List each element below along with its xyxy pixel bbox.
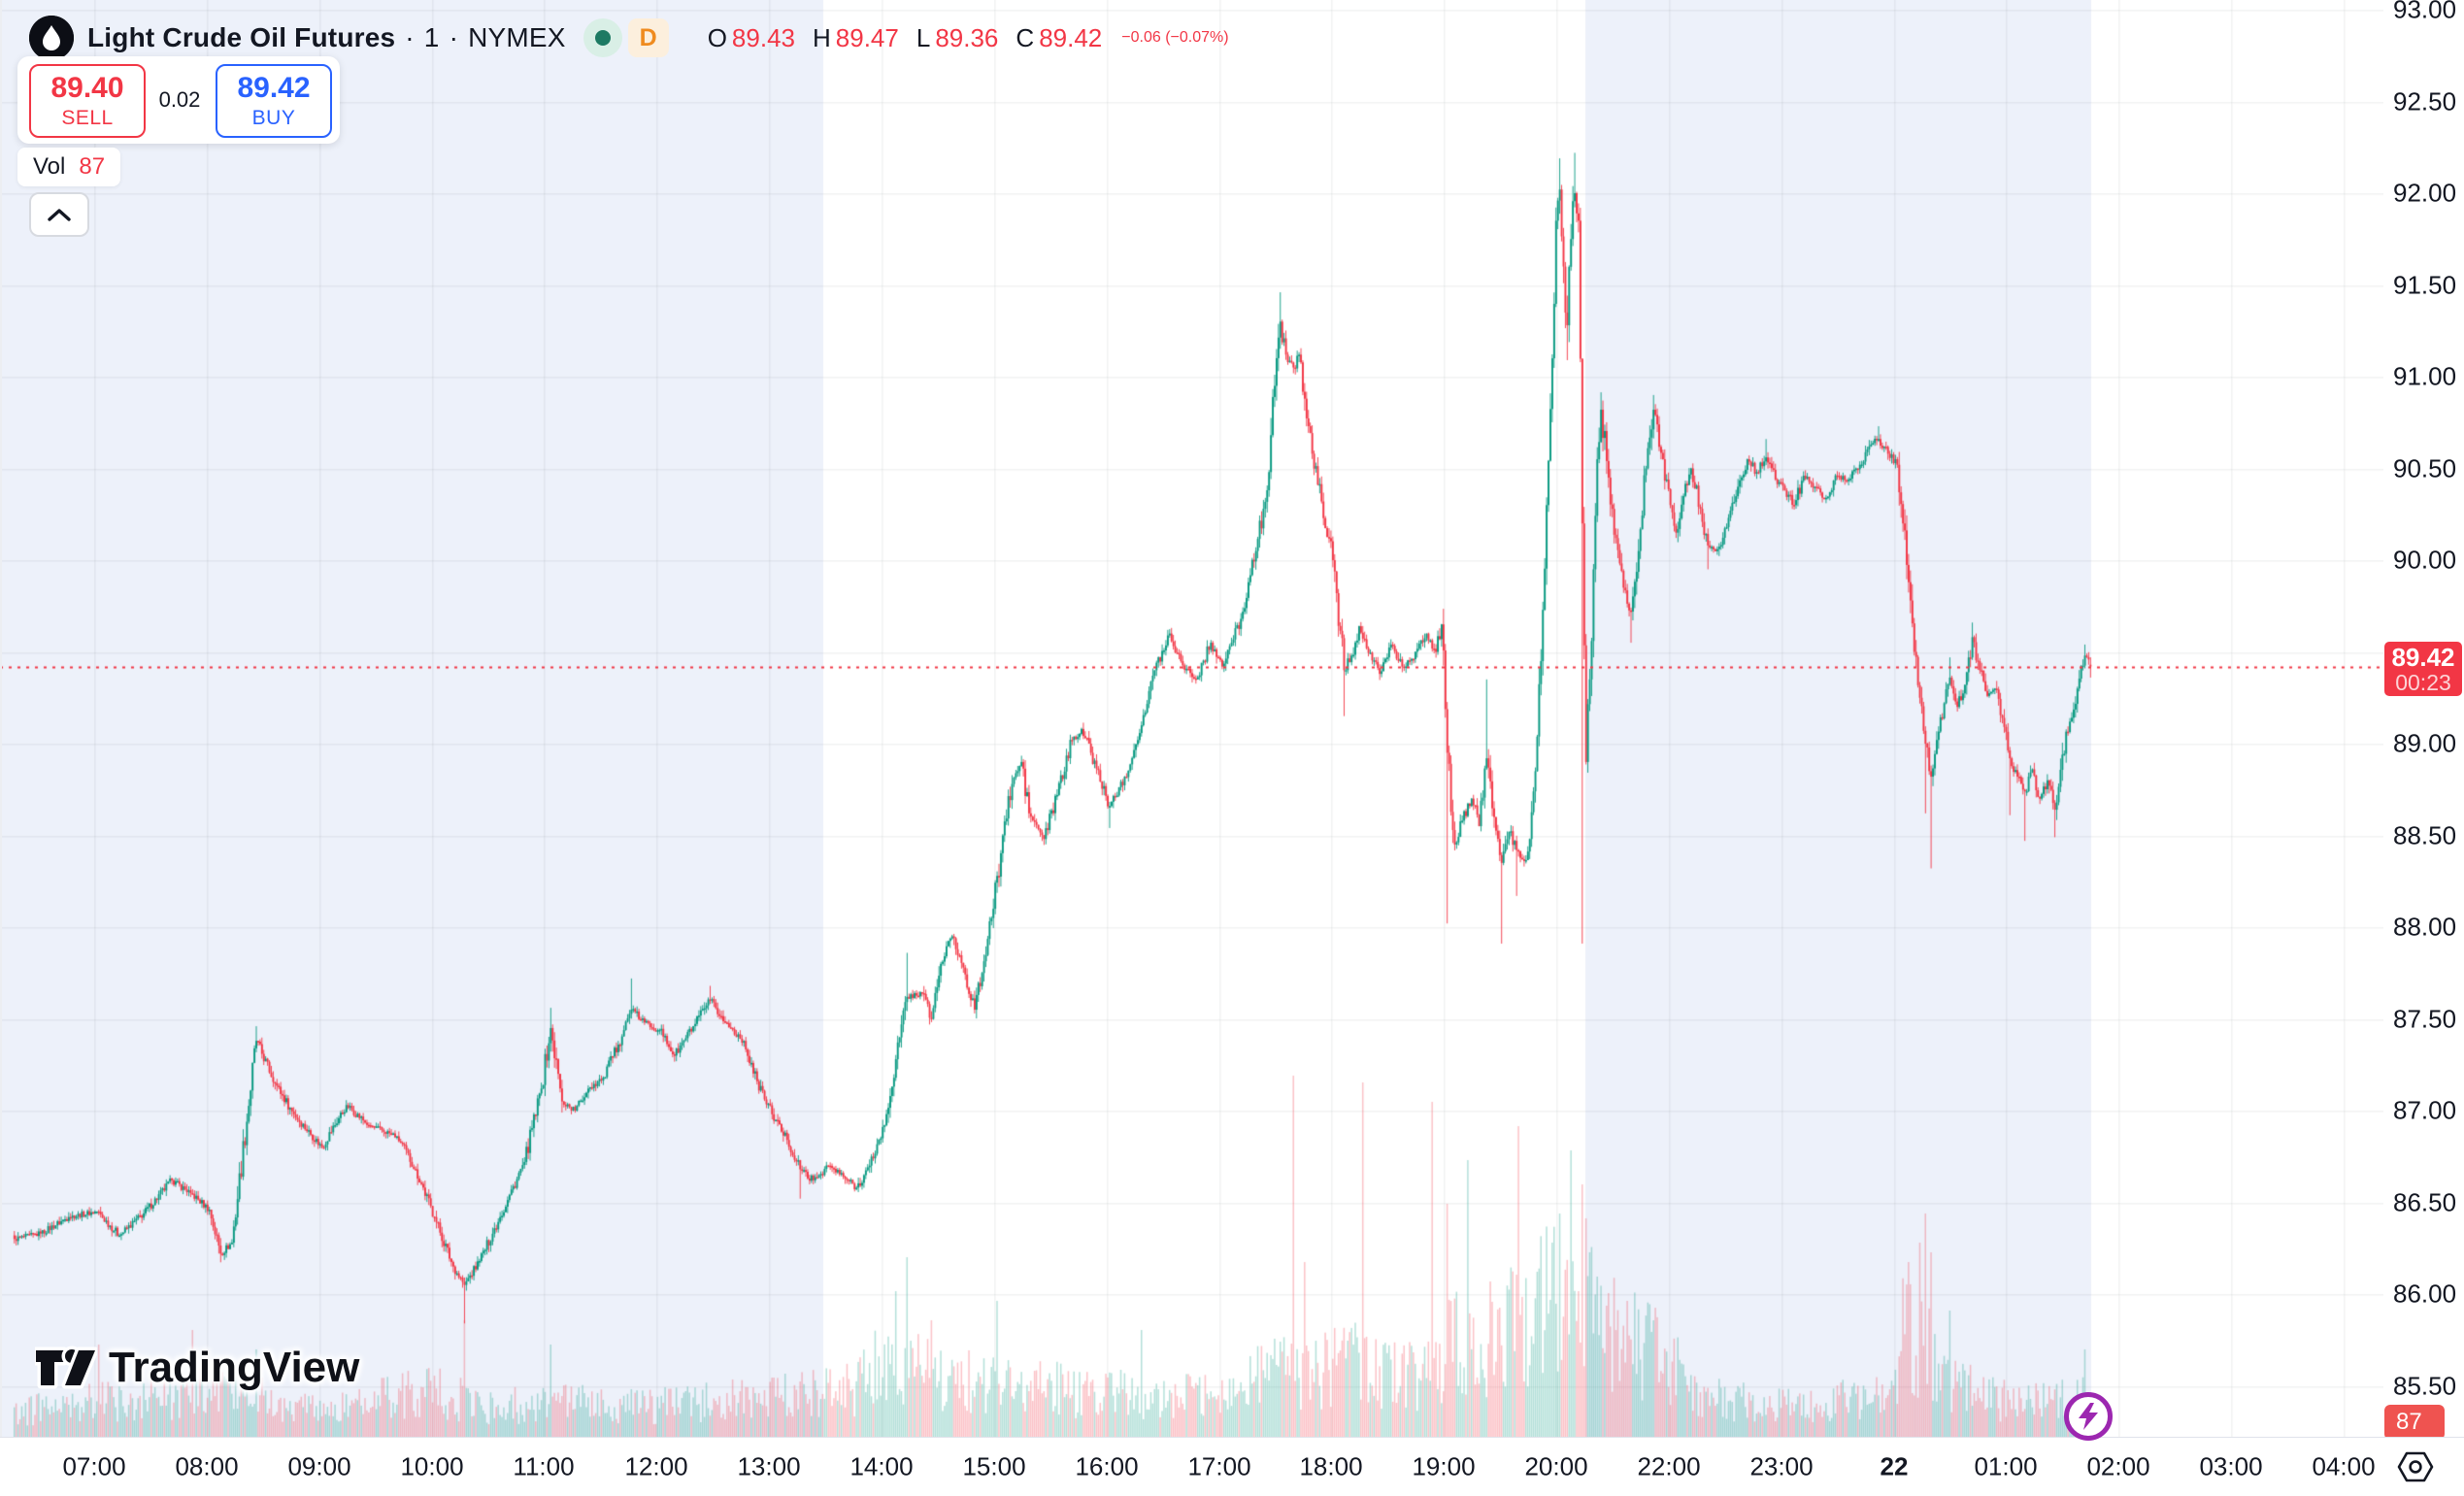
tradingview-watermark-text: TradingView [109, 1344, 360, 1391]
axis-settings-icon[interactable] [2396, 1450, 2435, 1488]
ohlc-legend: O 89.43 H 89.47 L 89.36 C 89.42 [690, 23, 1103, 53]
ohlc-item: H 89.47 [813, 22, 899, 52]
vol-label: Vol [33, 153, 66, 180]
volume-axis-label: 87 [2384, 1405, 2445, 1440]
time-axis-label: 19:00 [1412, 1451, 1476, 1481]
price-axis-label: 90.00 [2393, 545, 2457, 575]
change-value: −0.06 (−0.07%) [1121, 29, 1229, 46]
price-axis-label: 88.50 [2393, 820, 2457, 849]
time-axis-label: 04:00 [2312, 1451, 2376, 1481]
tradingview-watermark[interactable]: TradingView [35, 1344, 359, 1392]
time-axis-label: 16:00 [1075, 1451, 1139, 1481]
time-axis-label: 08:00 [175, 1451, 239, 1481]
time-axis-label: 02:00 [2086, 1451, 2150, 1481]
price-axis-label: 91.50 [2393, 270, 2457, 299]
price-axis-label: 86.00 [2393, 1279, 2457, 1309]
time-axis-label: 10:00 [400, 1451, 464, 1481]
trade-panel: 89.40 SELL 0.02 89.42 BUY [17, 56, 340, 144]
price-axis-label: 87.00 [2393, 1095, 2457, 1125]
market-open-dot-icon [594, 30, 611, 46]
spread-value: 0.02 [158, 87, 201, 112]
ohlc-item: L 89.36 [916, 22, 999, 52]
time-axis-label: 07:00 [62, 1451, 126, 1481]
market-status-badge[interactable] [583, 18, 622, 57]
time-axis-label: 23:00 [1749, 1451, 1814, 1481]
buy-price: 89.42 [237, 71, 311, 104]
symbol-title[interactable]: Light Crude Oil Futures · 1 · NYMEX [87, 22, 566, 52]
vol-value: 87 [79, 153, 106, 180]
sell-label: SELL [61, 106, 114, 129]
sell-price: 89.40 [50, 71, 124, 104]
chart-legend: Light Crude Oil Futures · 1 · NYMEX D O 89.43… [29, 16, 1229, 60]
time-axis-label: 13:00 [737, 1451, 801, 1481]
daily-change-mode-badge[interactable]: D [627, 18, 669, 57]
price-axis-label: 85.50 [2393, 1371, 2457, 1400]
price-axis-label: 87.50 [2393, 1004, 2457, 1033]
price-axis-label: 86.50 [2393, 1187, 2457, 1216]
oil-symbol-logo[interactable] [29, 16, 74, 60]
lightning-bolt-icon [2079, 1403, 2098, 1430]
time-axis-label: 22 [1880, 1451, 1909, 1481]
buy-label: BUY [251, 106, 296, 129]
time-axis-label: 15:00 [962, 1451, 1026, 1481]
volume-readout: Vol 87 [17, 148, 121, 186]
ohlc-item: O 89.43 [707, 22, 795, 52]
price-axis[interactable]: 93.0092.5092.0091.5091.0090.5090.0089.50… [2383, 0, 2464, 1440]
interval-value: 1 [423, 22, 440, 52]
chart-left-border [0, 0, 2, 1437]
time-axis-label: 12:00 [624, 1451, 688, 1481]
tradingview-logo-icon [35, 1346, 97, 1389]
price-chart-canvas[interactable] [0, 0, 2383, 1437]
collapse-panel-button[interactable] [29, 192, 89, 237]
price-axis-label: 92.00 [2393, 178, 2457, 208]
price-axis-label: 89.00 [2393, 728, 2457, 758]
last-price-label[interactable]: 89.42 00:23 [2384, 642, 2462, 696]
last-price-value: 89.42 [2391, 642, 2455, 672]
sell-button[interactable]: 89.40 SELL [29, 64, 146, 138]
buy-button[interactable]: 89.42 BUY [216, 64, 332, 138]
price-axis-label: 93.00 [2393, 0, 2457, 24]
bar-countdown: 00:23 [2395, 669, 2451, 695]
price-axis-label: 91.00 [2393, 361, 2457, 391]
exchange-name: NYMEX [468, 22, 566, 52]
time-axis-label: 01:00 [1974, 1451, 2038, 1481]
ohlc-item: C 89.42 [1016, 22, 1103, 52]
price-axis-label: 90.50 [2393, 453, 2457, 482]
time-axis-label: 17:00 [1187, 1451, 1251, 1481]
time-axis-label: 14:00 [849, 1451, 914, 1481]
quick-trade-lightning-button[interactable] [2064, 1392, 2113, 1441]
time-axis-label: 11:00 [513, 1451, 575, 1481]
time-axis-label: 22:00 [1637, 1451, 1701, 1481]
price-axis-label: 88.00 [2393, 912, 2457, 942]
time-axis[interactable]: 07:00 08:00 09:00 10:00 11:00 12:00 13:00 14:00… [0, 1437, 2464, 1496]
time-axis-label: 18:00 [1299, 1451, 1363, 1481]
oil-droplet-icon [29, 16, 74, 60]
time-axis-label: 03:00 [2199, 1451, 2263, 1481]
time-axis-label: 09:00 [287, 1451, 351, 1481]
time-axis-label: 20:00 [1524, 1451, 1588, 1481]
price-axis-label: 92.50 [2393, 86, 2457, 116]
chevron-up-icon [48, 209, 71, 221]
